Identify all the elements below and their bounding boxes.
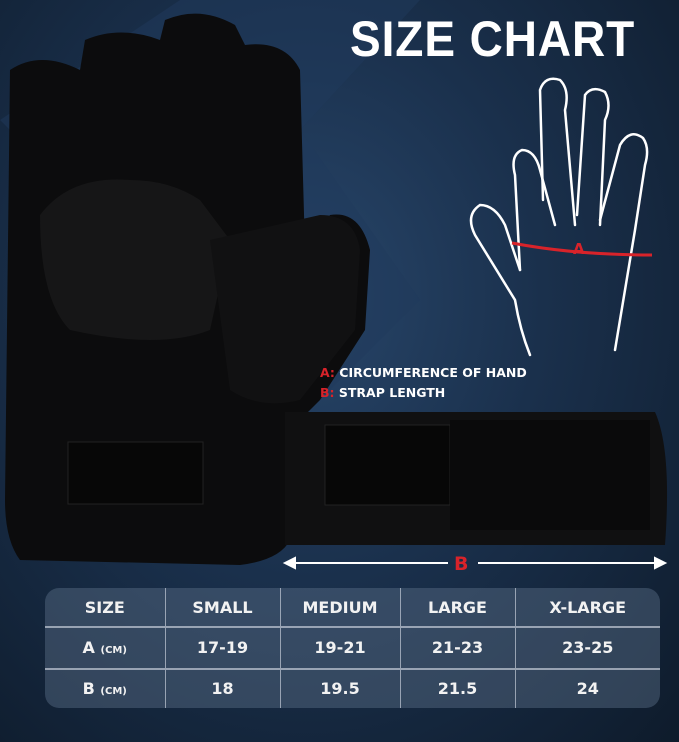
table-cell: 19.5 [279,667,400,708]
row-label: B (CM) [45,667,165,708]
row-label-unit: (CM) [100,645,127,657]
header-cell: SIZE [84,597,125,617]
header-cell: MEDIUM [279,588,400,628]
row-label-unit: (CM) [100,686,127,698]
size-table: SIZE SMALL MEDIUM LARGE X-LARGE A (CM) 1… [45,588,660,708]
header-cell: SMALL [164,588,280,628]
header-cell: LARGE [399,588,515,628]
table-cell: 19-21 [279,626,400,669]
hand-measurement-line [511,241,653,257]
strap-length-arrow [282,556,668,570]
header-cell: X-LARGE [514,588,660,628]
table-cell: 21-23 [399,626,515,669]
table-cell: 23-25 [514,626,660,669]
hand-outline-drawing [469,77,649,357]
table-row: B (CM) 18 19.5 21.5 24 [45,667,660,708]
legend-text-a: CIRCUMFERENCE OF HAND [339,365,527,380]
glove-image [5,13,668,566]
strap-marker-b: B [454,553,469,575]
measurement-legend: A: CIRCUMFERENCE OF HAND B: STRAP LENGTH [320,363,527,403]
row-label: A (CM) [45,626,165,669]
row-label-letter: A [82,638,95,658]
table-cell: 21.5 [399,667,515,708]
row-label-letter: B [82,679,95,699]
table-cell: 18 [164,667,280,708]
legend-key-a: A: [320,365,335,380]
table-cell: 17-19 [164,626,280,669]
table-row: A (CM) 17-19 19-21 21-23 23-25 [45,626,660,669]
table-cell: 24 [514,667,660,708]
page-title: SIZE CHART [350,11,636,67]
legend-text-b: STRAP LENGTH [338,385,446,400]
hand-marker-a: A [573,240,585,258]
legend-key-b: B: [320,385,335,400]
table-header-row: SIZE SMALL MEDIUM LARGE X-LARGE [45,588,660,628]
